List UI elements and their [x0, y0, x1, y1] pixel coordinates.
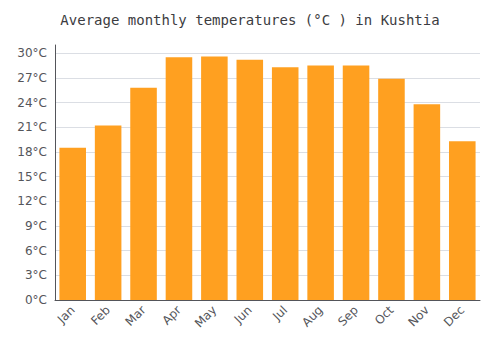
svg-text:Jan: Jan [54, 303, 78, 327]
svg-text:30°C: 30°C [17, 46, 47, 60]
svg-text:21°C: 21°C [17, 120, 47, 134]
svg-text:Nov: Nov [405, 303, 431, 329]
svg-text:15°C: 15°C [17, 170, 47, 184]
svg-text:Oct: Oct [372, 303, 397, 328]
svg-text:9°C: 9°C [25, 219, 47, 233]
svg-text:18°C: 18°C [17, 145, 47, 159]
svg-text:Jul: Jul [269, 303, 290, 324]
svg-text:3°C: 3°C [25, 268, 47, 282]
svg-text:12°C: 12°C [17, 194, 47, 208]
svg-text:Dec: Dec [441, 303, 467, 329]
svg-text:Average monthly temperatures (: Average monthly temperatures (°C ) in Ku… [60, 12, 439, 28]
svg-text:6°C: 6°C [25, 244, 47, 258]
svg-text:27°C: 27°C [17, 71, 47, 85]
svg-text:Sep: Sep [335, 303, 361, 329]
svg-text:May: May [192, 303, 219, 330]
svg-text:Aug: Aug [299, 303, 325, 329]
svg-text:24°C: 24°C [17, 96, 47, 110]
svg-text:Jun: Jun [231, 303, 255, 327]
svg-text:0°C: 0°C [25, 293, 47, 307]
svg-text:Apr: Apr [159, 303, 184, 328]
svg-text:Mar: Mar [123, 303, 149, 329]
svg-text:Feb: Feb [88, 303, 113, 328]
